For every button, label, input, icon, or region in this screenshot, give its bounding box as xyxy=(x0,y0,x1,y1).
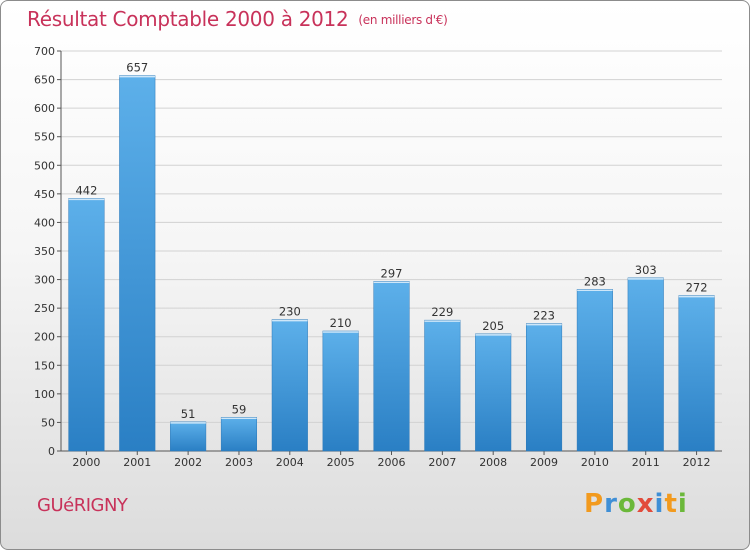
y-tick-label: 350 xyxy=(34,245,55,258)
data-label-2003: 59 xyxy=(232,402,247,416)
chart-subtitle: (en milliers d'€) xyxy=(358,13,448,27)
bar-2011 xyxy=(627,277,664,452)
y-tick-label: 300 xyxy=(34,274,55,287)
x-tick-label-2003: 2003 xyxy=(225,456,253,469)
chart-title-text: Résultat Comptable 2000 à 2012 xyxy=(27,7,349,31)
bar-2010 xyxy=(576,289,613,452)
bar-2002 xyxy=(170,421,207,452)
data-label-2000: 442 xyxy=(75,183,97,197)
data-label-2001: 657 xyxy=(126,61,148,75)
data-label-2005: 210 xyxy=(330,316,352,330)
y-tick-label: 650 xyxy=(34,74,55,87)
x-tick-label-2010: 2010 xyxy=(581,456,609,469)
bar-2000 xyxy=(68,198,105,452)
logo-letter: i xyxy=(677,489,688,519)
logo-letter: r xyxy=(604,489,618,519)
y-tick-label: 450 xyxy=(34,188,55,201)
bar-2012 xyxy=(678,295,715,452)
y-tick-label: 400 xyxy=(34,216,55,229)
y-tick-label: 0 xyxy=(48,445,55,458)
data-label-2007: 229 xyxy=(431,305,453,319)
logo-letter: x xyxy=(636,489,655,519)
logo-letter: P xyxy=(584,489,605,519)
x-tick-label-2007: 2007 xyxy=(428,456,456,469)
x-tick-label-2011: 2011 xyxy=(632,456,660,469)
logo-letter: i xyxy=(654,489,665,519)
data-label-2012: 272 xyxy=(686,281,708,295)
x-tick-label-2000: 2000 xyxy=(72,456,100,469)
data-label-2010: 283 xyxy=(584,274,606,288)
bar-2008 xyxy=(475,333,512,452)
y-tick-label: 600 xyxy=(34,102,55,115)
logo-letter: t xyxy=(664,489,678,519)
data-label-2002: 51 xyxy=(181,407,196,421)
y-tick-label: 200 xyxy=(34,331,55,344)
x-tick-label-2006: 2006 xyxy=(378,456,406,469)
proxiti-logo[interactable]: Proxiti xyxy=(584,489,688,519)
bar-2004 xyxy=(271,319,308,452)
x-tick-label-2009: 2009 xyxy=(530,456,558,469)
data-label-2006: 297 xyxy=(381,266,403,280)
y-tick-label: 50 xyxy=(41,416,55,429)
data-label-2008: 205 xyxy=(482,319,504,333)
chart-title: Résultat Comptable 2000 à 2012 (en millie… xyxy=(27,7,448,31)
y-tick-label: 700 xyxy=(34,45,55,58)
y-tick-label: 150 xyxy=(34,359,55,372)
x-tick-label-2001: 2001 xyxy=(123,456,151,469)
x-tick-label-2008: 2008 xyxy=(479,456,507,469)
bar-2005 xyxy=(322,330,359,452)
x-tick-label-2002: 2002 xyxy=(174,456,202,469)
bar-2006 xyxy=(373,281,410,452)
y-tick-label: 250 xyxy=(34,302,55,315)
y-tick-label: 500 xyxy=(34,159,55,172)
x-tick-label-2005: 2005 xyxy=(327,456,355,469)
x-tick-label-2004: 2004 xyxy=(276,456,304,469)
bar-2001 xyxy=(119,75,156,452)
data-label-2009: 223 xyxy=(533,309,555,323)
y-tick-label: 550 xyxy=(34,131,55,144)
commune-name: GUéRIGNY xyxy=(37,495,128,516)
y-tick-label: 100 xyxy=(34,388,55,401)
logo-letter: o xyxy=(617,489,637,519)
bar-2009 xyxy=(525,323,563,452)
bar-2003 xyxy=(220,417,258,452)
bar-2007 xyxy=(424,319,461,452)
data-label-2004: 230 xyxy=(279,305,301,319)
x-tick-label-2012: 2012 xyxy=(683,456,711,469)
data-label-2011: 303 xyxy=(635,263,657,277)
